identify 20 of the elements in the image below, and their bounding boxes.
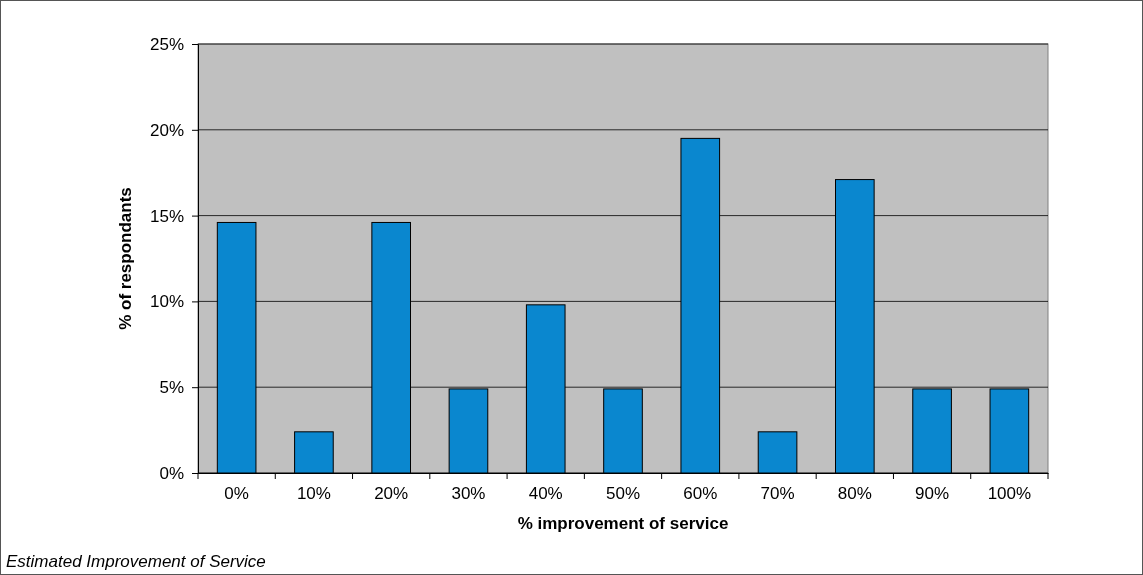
x-tick-label: 60% [683, 484, 718, 504]
x-tick-label: 80% [837, 484, 872, 504]
x-axis-title: % improvement of service [517, 514, 729, 533]
y-tick-label: 20% [149, 120, 184, 140]
x-tick-label: 90% [915, 484, 950, 504]
x-tick-label: 40% [528, 484, 563, 504]
x-tick-label: 0% [224, 484, 249, 504]
x-tick-label: 100% [987, 484, 1032, 504]
y-tick-label: 15% [149, 206, 184, 226]
y-tick-label: 0% [159, 463, 184, 483]
x-tick-label: 30% [451, 484, 486, 504]
x-tick-label: 70% [760, 484, 795, 504]
y-axis-title: % of respondants [116, 187, 135, 330]
x-tick-label: 50% [605, 484, 641, 504]
y-tick-label: 10% [149, 292, 184, 312]
x-tick-label: 10% [296, 484, 331, 504]
y-tick-label: 5% [159, 378, 184, 398]
x-tick-label: 20% [374, 484, 409, 504]
y-tick-label: 25% [149, 34, 184, 54]
text: Estimated Improvement of Service [6, 552, 266, 571]
